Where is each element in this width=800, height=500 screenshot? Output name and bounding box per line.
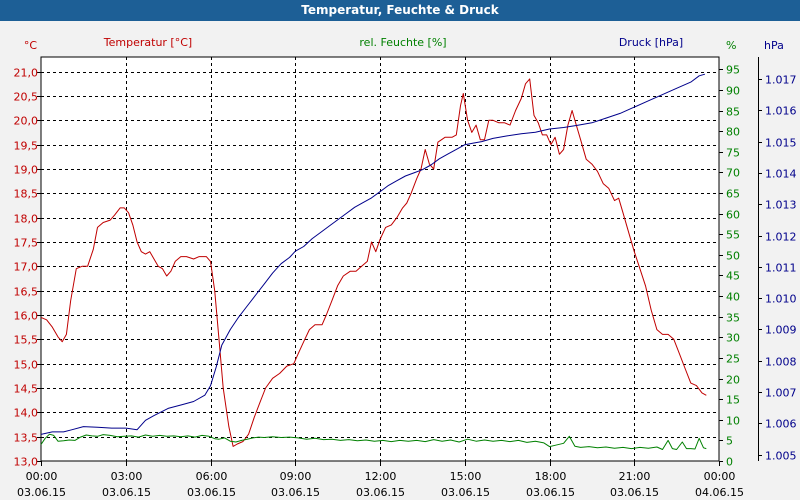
legend-humidity: rel. Feuchte [%] [359,36,446,49]
x-tick-label-time: 00:00 [26,470,58,483]
x-tick-label-date: 03.06.15 [441,486,490,499]
y-left-tick-label: 20,0 [14,115,39,128]
y-pressure-tick-label: 1.016 [765,105,797,118]
y-pressure-tick-label: 1.009 [765,324,797,337]
y-humidity-tick-label: 0 [726,456,733,469]
y-left-tick-label: 13,5 [14,432,39,445]
y-humidity-unit-label: % [726,39,736,52]
y-pressure-unit-label: hPa [764,39,784,52]
y-humidity-tick-label: 15 [726,394,740,407]
y-left-tick-label: 19,0 [14,164,39,177]
x-tick-label-date: 03.06.15 [271,486,320,499]
y-humidity-tick-label: 40 [726,291,740,304]
y-humidity-tick-label: 95 [726,64,740,77]
y-left-tick-label: 14,0 [14,407,39,420]
y-left-unit-label: °C [24,39,38,52]
y-left-tick-label: 20,5 [14,91,39,104]
x-tick-label-date: 03.06.15 [102,486,151,499]
x-tick-label-time: 15:00 [450,470,482,483]
y-humidity-tick-label: 90 [726,85,740,98]
chart-canvas: 00:00 03.06.15 03:00 03.06.15 06:00 03.06.15 0… [14,36,797,499]
y-left-tick-label: 18,0 [14,213,39,226]
y-left-tick-label: 13,0 [14,456,39,469]
x-tick-label-time: 03:00 [111,470,143,483]
series-line-pressure [40,73,706,435]
y-humidity-tick-label: 10 [726,415,740,428]
y-pressure-tick-label: 1.013 [765,199,797,212]
y-left-tick-label: 15,0 [14,359,39,372]
x-tick-label-time: 09:00 [280,470,312,483]
y-humidity-tick-label: 35 [726,312,740,325]
y-pressure-tick-label: 1.014 [765,168,797,181]
y-humidity-tick-label: 50 [726,250,740,263]
y-humidity-tick-label: 30 [726,332,740,345]
y-pressure-tick-label: 1.017 [765,74,797,87]
x-tick-label-date: 03.06.15 [356,486,405,499]
y-left-tick-label: 17,5 [14,237,39,250]
chart-title: Temperatur, Feuchte & Druck [0,0,800,21]
y-left-tick-label: 15,5 [14,334,39,347]
y-left-tick-label: 21,0 [14,67,39,80]
y-humidity-tick-label: 20 [726,374,740,387]
y-pressure-tick-label: 1.011 [765,262,797,275]
y-humidity-tick-label: 85 [726,106,740,119]
y-humidity-tick-label: 65 [726,188,740,201]
x-tick-label-date: 03.06.15 [526,486,575,499]
x-tick-label-date: 03.06.15 [610,486,659,499]
y-humidity-tick-label: 25 [726,353,740,366]
y-humidity-tick-label: 75 [726,147,740,160]
y-humidity-tick-label: 70 [726,167,740,180]
y-left-tick-label: 16,0 [14,310,39,323]
y-pressure-tick-label: 1.007 [765,387,797,400]
y-humidity-tick-label: 45 [726,270,740,283]
series-line-humidity [40,433,707,450]
x-tick-label-time: 21:00 [619,470,651,483]
y-humidity-tick-label: 80 [726,126,740,139]
y-left-tick-label: 16,5 [14,286,39,299]
y-pressure-tick-label: 1.005 [765,450,797,463]
y-pressure-tick-label: 1.010 [765,293,797,306]
x-tick-label-time: 12:00 [365,470,397,483]
legend-temperature: Temperatur [°C] [103,36,192,49]
x-tick-label-date: 03.06.15 [187,486,236,499]
y-left-tick-label: 17,0 [14,261,39,274]
y-humidity-tick-label: 5 [726,435,733,448]
series-line-temperature [40,78,707,447]
x-tick-label-date: 04.06.15 [695,486,744,499]
y-left-tick-label: 14,5 [14,383,39,396]
y-pressure-tick-label: 1.006 [765,418,797,431]
legend-pressure: Druck [hPa] [619,36,683,49]
y-left-tick-label: 18,5 [14,188,39,201]
x-tick-label-time: 18:00 [535,470,567,483]
y-left-tick-label: 19,5 [14,140,39,153]
y-humidity-tick-label: 60 [726,209,740,222]
y-humidity-tick-label: 55 [726,229,740,242]
x-tick-label-time: 06:00 [196,470,228,483]
y-pressure-tick-label: 1.012 [765,231,797,244]
y-pressure-tick-label: 1.015 [765,137,797,150]
x-tick-label-time: 00:00 [704,470,736,483]
y-pressure-tick-label: 1.008 [765,356,797,369]
x-tick-label-date: 03.06.15 [17,486,66,499]
